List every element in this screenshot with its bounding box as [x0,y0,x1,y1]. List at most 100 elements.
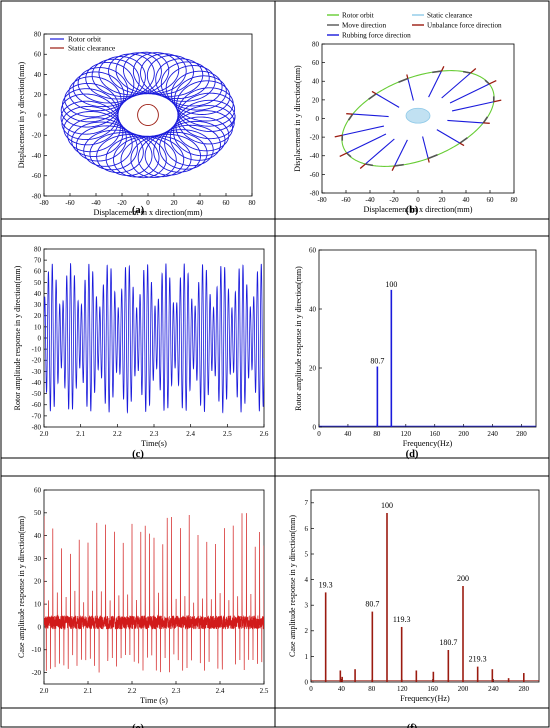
x-axis-label: Time (s) [140,696,168,705]
move-direction-arrow [394,163,404,167]
orbit-series [60,51,236,179]
y-tick-label: 20 [312,96,320,104]
y-tick-label: 80 [34,30,42,38]
panel-label: (c) [132,449,144,460]
x-tick-label: 80 [511,196,519,204]
case-time-series [44,513,264,673]
y-tick-label: -80 [310,189,320,197]
x-tick-label: 2.4 [186,430,195,438]
y-tick-label: 0 [305,678,309,686]
y-tick-label: 5 [305,550,309,558]
y-tick-label: 10 [34,323,42,331]
y-tick-label: 20 [34,578,42,586]
unbalance-force-arrow [470,67,477,74]
unbalance-force-arrow [371,90,377,95]
unbalance-force-arrow [339,152,348,158]
peak-label: 100 [381,501,393,510]
rubbing-force-arrow [346,133,387,154]
orbit-series-b [334,66,502,171]
x-tick-label: 2.5 [223,430,232,438]
y-tick-label: 50 [34,279,42,287]
y-axis-label: Displacement in y direction(mm) [17,61,26,168]
rotor-spectrum: 80.7 100 [319,280,536,427]
move-direction-arrow [365,163,374,167]
panel-label: (b) [406,205,419,216]
rubbing-force-arrow [451,101,494,112]
legend-label: Static clearance [68,44,116,53]
y-tick-label: 60 [34,268,42,276]
x-tick-label: -60 [65,199,75,207]
y-tick-label: -10 [32,646,42,654]
legend-label: Rotor orbit [68,35,102,44]
x-tick-label: -80 [39,199,49,207]
y-tick-label: -20 [32,669,42,677]
case-spectrum: 19.3 80.7 100 119.3 180.7 200 219.3 [311,501,539,682]
panel-label: (a) [132,205,145,216]
x-tick-label: 2.2 [128,687,137,695]
y-tick-label: 20 [309,364,317,372]
y-tick-label: -60 [310,171,320,179]
y-tick-label: 1 [305,653,309,661]
y-tick-label: 0 [313,423,317,431]
x-axis-label: Frequency(Hz) [400,694,450,703]
axes-e: 2.0 2.1 2.2 2.3 2.4 2.5 -20 -10 0 10 20 30 40 50 60 Tim… [17,486,269,728]
x-tick-label: 40 [463,196,471,204]
y-axis-label: Case amplitude response in y direction(m… [288,515,297,657]
x-tick-label: 80 [368,685,376,693]
y-tick-label: -40 [32,152,42,160]
x-tick-label: 2.3 [172,687,181,695]
x-tick-label: 2.1 [84,687,93,695]
x-axis-label: Time(s) [141,439,167,448]
y-tick-label: 20 [34,91,42,99]
peak-label: 80.7 [370,357,384,366]
rubbing-force-arrow [422,136,429,159]
x-tick-label: -20 [117,199,127,207]
x-tick-label: 160 [429,430,440,438]
axes-d: 0 40 80 120 160 200 240 280 0 20 40 60 Frequency(Hz)… [294,246,537,460]
move-direction-arrow [368,93,377,100]
x-tick-label: 60 [487,196,495,204]
move-direction-arrow [427,154,438,160]
plot-frame-d [318,249,537,428]
x-tick-label: -40 [91,199,101,207]
y-tick-label: -20 [32,357,42,365]
plot-frame-f [310,489,540,683]
move-direction-arrow [484,79,490,85]
y-tick-label: 50 [34,509,42,517]
x-tick-label: -80 [317,196,327,204]
y-tick-label: 6 [305,525,309,533]
y-tick-label: 40 [34,71,42,79]
rubbing-force-arrow [352,113,389,118]
y-axis-label: Rotor amplitude response in y direction(… [294,266,303,411]
x-tick-label: 0 [416,196,420,204]
rubbing-force-arrow [436,129,461,144]
case-response-line [44,513,264,673]
x-axis-label: Frequency(Hz) [403,439,453,448]
y-tick-label: 0 [38,111,42,119]
y-tick-label: 0 [316,115,320,123]
x-tick-label: 40 [338,685,346,693]
y-tick-label: 20 [34,312,42,320]
y-tick-label: -20 [32,132,42,140]
rubbing-force-arrow [449,83,490,104]
x-tick-label: 2.6 [260,430,269,438]
panel-label: (d) [406,449,419,460]
x-tick-label: -40 [365,196,375,204]
y-tick-label: 60 [34,51,42,59]
move-direction-arrow [432,70,442,74]
y-tick-label: 0 [38,334,42,342]
panel-label: (e) [132,723,144,728]
rubbing-force-arrow [393,139,408,167]
peak-label: 200 [457,574,469,583]
move-direction-arrow [462,70,471,74]
legend-b: Rotor orbit Static clearance Move directio… [327,12,502,40]
x-tick-label: 2.0 [40,687,49,695]
x-tick-label: 0 [309,685,313,693]
legend-label: Static clearance [427,12,472,20]
y-tick-label: 3 [305,602,309,610]
move-direction-arrow [347,113,354,121]
x-axis-label: Displacement in x direction(mm) [94,208,203,217]
y-tick-label: 30 [34,555,42,563]
x-tick-label: 20 [171,199,179,207]
